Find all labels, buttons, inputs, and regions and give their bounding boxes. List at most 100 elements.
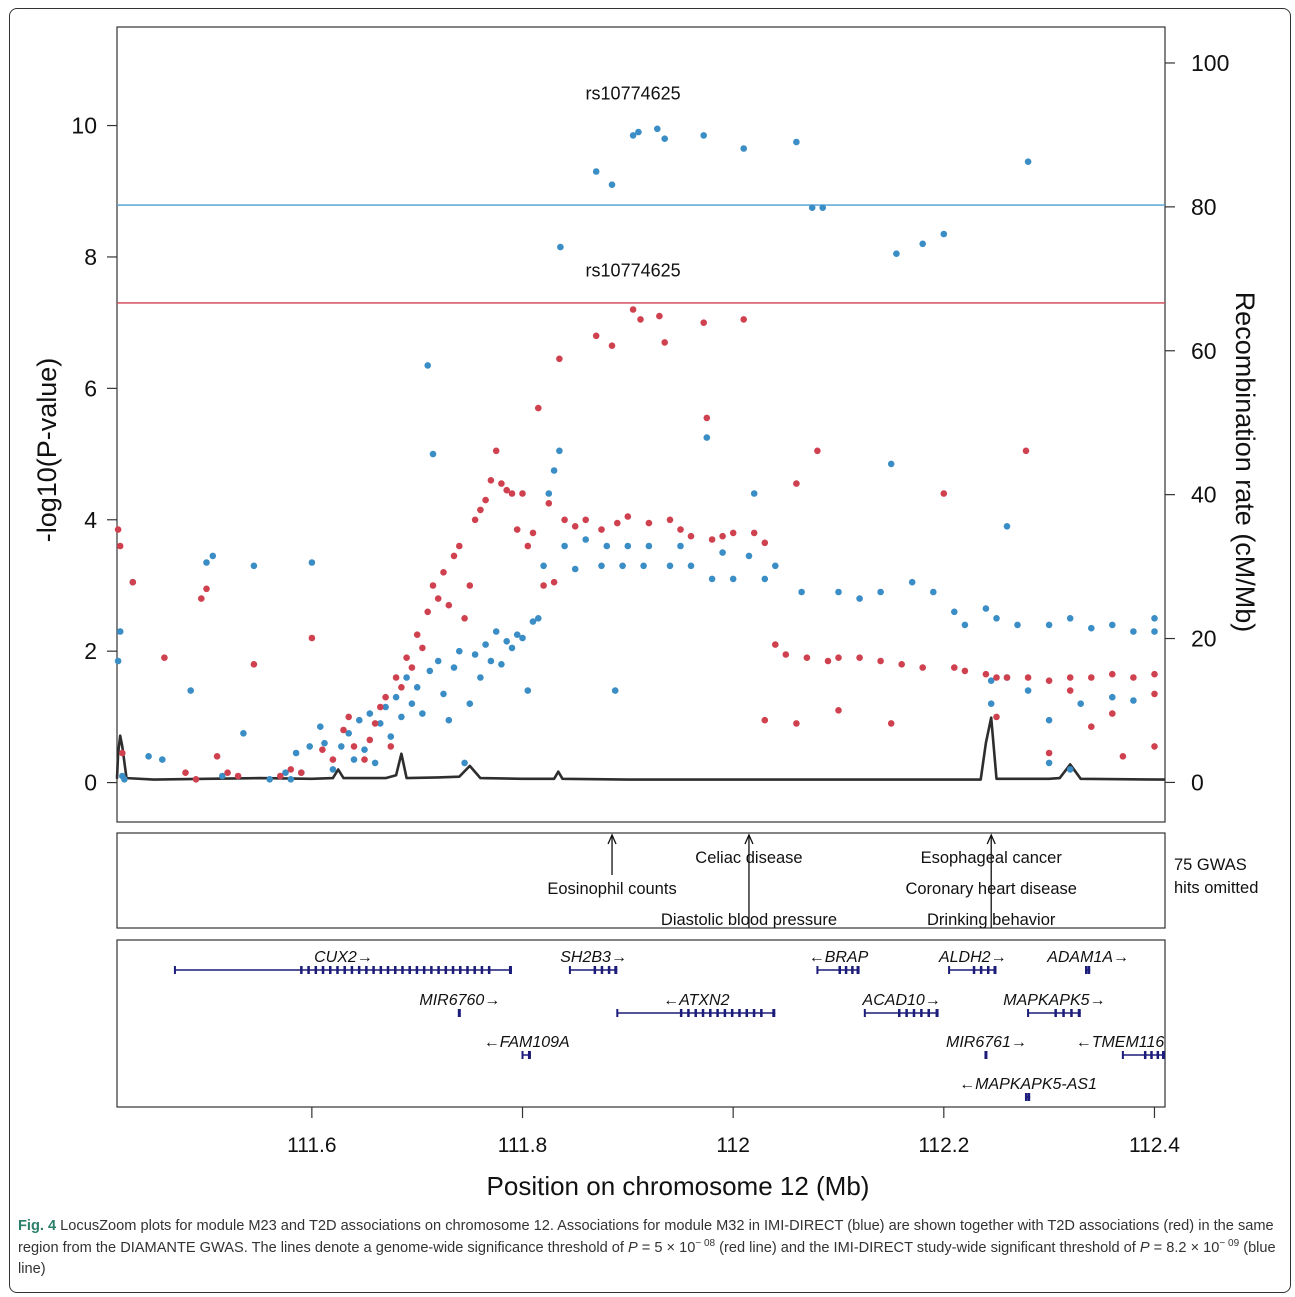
data-point [429,582,437,589]
data-point [492,447,500,455]
data-point [345,713,353,721]
gene-sh2b3: SH2B3→ [560,949,627,974]
gene-exon [1085,966,1088,974]
data-point [529,529,537,537]
caption-p1: P [628,1239,638,1256]
data-point [434,595,442,602]
data-point [387,743,395,750]
figure-caption: Fig. 4 LocusZoom plots for module M23 an… [18,1216,1280,1281]
data-point [793,480,800,487]
data-point [637,316,644,323]
gene-exon [307,966,310,974]
gene-exon [1087,966,1091,974]
data-point [919,240,926,248]
gene-exon [321,966,325,974]
data-point [434,657,442,665]
y2-axis-title: Recombination rate (cM/Mb) [1230,292,1260,633]
gwas-hit-arrow [744,833,754,845]
data-point [382,693,389,701]
data-point [1066,674,1074,681]
data-point [624,513,632,520]
data-point [308,634,316,642]
y-tick-label: 0 [84,770,97,796]
y-tick-label: 2 [84,638,97,664]
gene-exon [752,1009,756,1017]
data-point [498,480,505,487]
figure-frame [9,8,1291,1293]
data-point [277,772,284,780]
data-point [761,575,769,583]
gene-exon [357,966,361,974]
data-point [440,569,447,576]
gene-tracks: CUX2→ SH2B3→ ←BRAP ALDH2→ ADAM1A→ MIR6760→ ←AT… [173,949,1165,1101]
x-axis: 111.6 111.8 112 112.2 112.4 [287,1107,1180,1157]
gene-exon [927,1009,930,1017]
data-point [877,588,884,596]
data-point [982,670,990,678]
data-point [487,477,495,484]
data-point [340,726,347,734]
data-point [540,582,547,589]
data-point [740,145,747,152]
data-point [461,615,468,622]
data-point [677,542,684,550]
data-point [740,316,747,323]
data-point [371,759,379,767]
y2-tick-label: 80 [1191,194,1217,220]
data-point [298,769,305,776]
data-point [708,575,716,583]
gene-exon [948,966,951,974]
data-point [808,204,816,211]
data-point [571,523,579,530]
data-point [503,486,511,494]
data-point [1045,677,1053,684]
gene-exon [365,966,368,974]
data-point [877,657,884,665]
data-point [192,776,200,783]
data-point [1109,670,1116,678]
data-point [513,631,521,638]
gene-label: ←TMEM116 [1076,1034,1165,1051]
data-point [592,168,600,175]
data-point [1024,687,1032,694]
data-point [392,693,400,701]
gene-acad10: ACAD10→ [862,992,941,1017]
data-point [608,342,616,350]
data-point [1109,710,1116,717]
data-point [219,772,226,780]
data-point [798,588,805,596]
gwas-hit-label: Celiac disease [695,849,802,867]
data-point [645,542,653,550]
gene-exon [838,966,841,974]
data-point [456,542,463,550]
data-point [287,776,295,783]
data-point [371,720,379,727]
data-point [1077,700,1084,707]
data-point [403,654,410,661]
y-tick-label: 10 [71,113,97,139]
gene-exon [329,966,332,974]
data-point [382,703,389,711]
data-point [961,667,969,675]
data-point [519,634,526,642]
data-point [993,674,1000,681]
gwas-hit-arrow [607,833,617,845]
gene-exon [459,966,462,974]
gene-exon [979,966,983,974]
gwas-hits: Eosinophil counts Celiac disease Diastolic… [547,833,1077,929]
gene-exon [1162,1051,1165,1059]
gene-mapkapk5-as1: ←MAPKAPK5-AS1 [959,1076,1097,1101]
gene-exon [679,1009,683,1017]
data-point [234,772,242,780]
gene-adam1a: ADAM1A→ [1046,949,1129,974]
data-point [426,667,434,675]
gene-label: SH2B3→ [560,949,627,966]
gwas-hit-label: Esophageal cancer [921,849,1063,867]
data-point [951,664,958,671]
data-point [961,621,969,629]
x-tick-label: 111.8 [498,1134,547,1157]
gene-label: MAPKAPK5→ [1003,992,1105,1009]
data-point [377,703,384,711]
data-point [413,684,421,691]
